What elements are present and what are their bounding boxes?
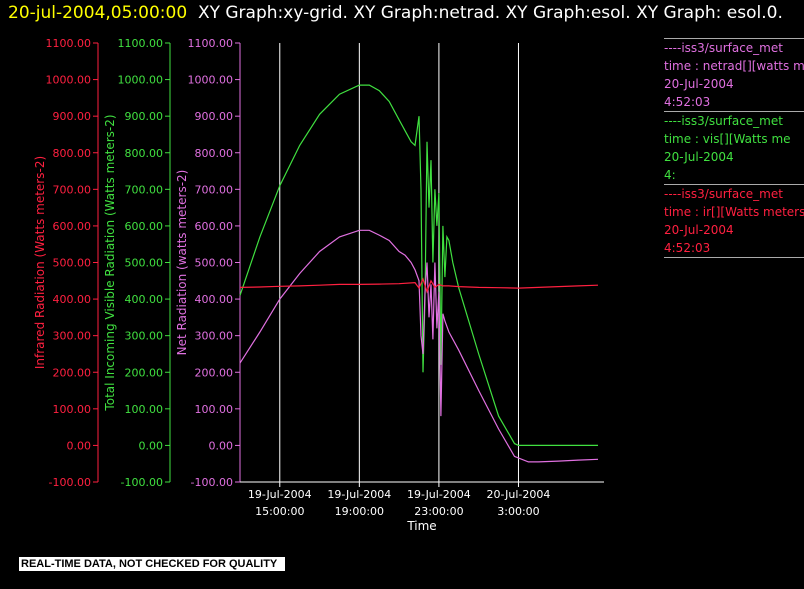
legend-line: time : netrad[][watts m bbox=[664, 59, 804, 73]
legend-line: 4:52:03 bbox=[664, 95, 711, 109]
x-tick-label-date: 19-Jul-2004 bbox=[248, 488, 312, 501]
grid-lines bbox=[279, 43, 519, 482]
y-tick-label-vis: 200.00 bbox=[125, 366, 164, 379]
legend-line: 20-Jul-2004 bbox=[664, 150, 734, 164]
legend-line: time : vis[][Watts me bbox=[664, 132, 791, 146]
y-tick-label-netrad: 200.00 bbox=[195, 366, 234, 379]
y-tick-label-vis: 100.00 bbox=[125, 403, 164, 416]
legend-line: 20-Jul-2004 bbox=[664, 77, 734, 91]
y-tick-label-netrad: 400.00 bbox=[195, 293, 234, 306]
y-tick-label-vis: 1000.00 bbox=[118, 74, 164, 87]
y-tick-label-ir: 900.00 bbox=[53, 110, 92, 123]
quality-disclaimer: REAL-TIME DATA, NOT CHECKED FOR QUALITY bbox=[19, 557, 286, 571]
y-tick-label-netrad: 700.00 bbox=[195, 183, 234, 196]
axes: -100.00 0.00 100.00 200.00 300.00 400.00 500.0… bbox=[33, 37, 604, 533]
legend-line: ----iss3/surface_met bbox=[664, 114, 783, 128]
y-axis-label-netrad: Net Radiation (watts meters-2) bbox=[175, 170, 189, 356]
y-tick-label-vis: 900.00 bbox=[125, 110, 164, 123]
x-tick-label-time: 3:00:00 bbox=[497, 505, 539, 518]
y-tick-label-netrad: 800.00 bbox=[195, 147, 234, 160]
series-line bbox=[239, 277, 599, 294]
y-tick-label-netrad: -100.00 bbox=[191, 476, 233, 489]
y-tick-label-vis: 0.00 bbox=[139, 439, 164, 452]
title-timestamp: 20-jul-2004,05:00:00 bbox=[8, 3, 188, 23]
y-axis-label-ir: Infrared Radiation (Watts meters-2) bbox=[33, 156, 47, 369]
x-tick-label-date: 19-Jul-2004 bbox=[407, 488, 471, 501]
y-tick-label-vis: -100.00 bbox=[121, 476, 163, 489]
y-tick-label-netrad: 900.00 bbox=[195, 110, 234, 123]
y-tick-label-ir: 500.00 bbox=[53, 257, 92, 270]
y-tick-label-ir: 1100.00 bbox=[46, 37, 92, 50]
legend-line: 4: bbox=[664, 168, 676, 182]
y-tick-label-vis: 700.00 bbox=[125, 183, 164, 196]
graph-title: 20-jul-2004,05:00:00 XY Graph:xy-grid. X… bbox=[8, 2, 804, 25]
x-tick-label-time: 23:00:00 bbox=[414, 505, 463, 518]
series-line bbox=[239, 229, 599, 463]
legend-line: 4:52:03 bbox=[664, 241, 711, 255]
y-tick-label-vis: 800.00 bbox=[125, 147, 164, 160]
y-tick-label-vis: 1100.00 bbox=[118, 37, 164, 50]
legend-end-rule bbox=[664, 257, 804, 258]
y-tick-label-ir: 100.00 bbox=[53, 403, 92, 416]
x-tick-label-date: 20-Jul-2004 bbox=[487, 488, 551, 501]
y-tick-label-netrad: 0.00 bbox=[209, 439, 234, 452]
series-lines bbox=[239, 84, 599, 463]
y-tick-label-ir: 1000.00 bbox=[46, 74, 92, 87]
y-tick-label-vis: 400.00 bbox=[125, 293, 164, 306]
y-tick-label-ir: 400.00 bbox=[53, 293, 92, 306]
y-tick-label-netrad: 1100.00 bbox=[188, 37, 234, 50]
legend-line: 20-Jul-2004 bbox=[664, 223, 734, 237]
y-tick-label-ir: 0.00 bbox=[67, 439, 92, 452]
y-tick-label-ir: 800.00 bbox=[53, 147, 92, 160]
legend-line: ----iss3/surface_met bbox=[664, 41, 783, 55]
y-tick-label-netrad: 100.00 bbox=[195, 403, 234, 416]
y-tick-label-netrad: 600.00 bbox=[195, 220, 234, 233]
y-tick-label-netrad: 500.00 bbox=[195, 257, 234, 270]
x-tick-label-time: 15:00:00 bbox=[255, 505, 304, 518]
y-tick-label-ir: 200.00 bbox=[53, 366, 92, 379]
y-tick-label-vis: 500.00 bbox=[125, 257, 164, 270]
x-axis-label: Time bbox=[406, 519, 436, 533]
title-graph-names: XY Graph:xy-grid. XY Graph:netrad. XY Gr… bbox=[197, 3, 783, 23]
legend-line: ----iss3/surface_met bbox=[664, 187, 783, 201]
y-tick-label-ir: 600.00 bbox=[53, 220, 92, 233]
y-tick-label-vis: 300.00 bbox=[125, 330, 164, 343]
y-tick-label-ir: -100.00 bbox=[49, 476, 91, 489]
x-tick-label-time: 19:00:00 bbox=[335, 505, 384, 518]
y-tick-label-ir: 300.00 bbox=[53, 330, 92, 343]
y-axis-label-vis: Total Incoming Visible Radiation (Watts … bbox=[103, 114, 117, 411]
x-tick-label-date: 19-Jul-2004 bbox=[327, 488, 391, 501]
y-tick-label-ir: 700.00 bbox=[53, 183, 92, 196]
legend-line: time : ir[][Watts meters bbox=[664, 205, 804, 219]
y-tick-label-netrad: 1000.00 bbox=[188, 74, 234, 87]
y-tick-label-vis: 600.00 bbox=[125, 220, 164, 233]
series-line bbox=[239, 84, 598, 446]
y-tick-label-netrad: 300.00 bbox=[195, 330, 234, 343]
